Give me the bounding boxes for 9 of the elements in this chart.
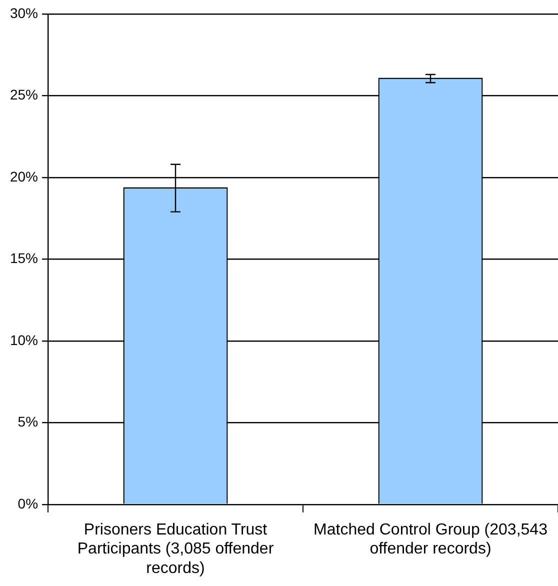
y-tick-label: 20%: [10, 168, 38, 184]
x-tick-label: Prisoners Education Trust Participants (3,085 offender records): [77, 521, 274, 577]
y-tick-label: 5%: [18, 414, 38, 430]
y-tick-label: 10%: [10, 332, 38, 348]
y-tick-label: 15%: [10, 250, 38, 266]
y-tick-label: 25%: [10, 86, 38, 103]
y-tick-label: 30%: [10, 4, 38, 21]
y-tick-label: 0%: [18, 495, 38, 512]
x-tick-label: Matched Control Group (203,543 offender records): [314, 521, 548, 558]
